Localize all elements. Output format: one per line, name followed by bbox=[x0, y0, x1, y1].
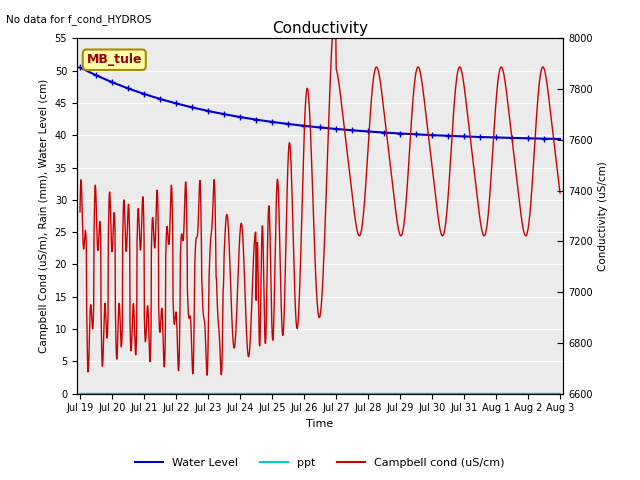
Text: No data for f_cond_HYDROS: No data for f_cond_HYDROS bbox=[6, 14, 152, 25]
Legend: Water Level, ppt, Campbell cond (uS/cm): Water Level, ppt, Campbell cond (uS/cm) bbox=[131, 453, 509, 472]
Title: Conductivity: Conductivity bbox=[272, 21, 368, 36]
Y-axis label: Campbell Cond (uS/m), Rain (mm), Water Level (cm): Campbell Cond (uS/m), Rain (mm), Water L… bbox=[39, 79, 49, 353]
Y-axis label: Conductivity (uS/cm): Conductivity (uS/cm) bbox=[598, 161, 609, 271]
X-axis label: Time: Time bbox=[307, 419, 333, 429]
Text: MB_tule: MB_tule bbox=[86, 53, 142, 66]
